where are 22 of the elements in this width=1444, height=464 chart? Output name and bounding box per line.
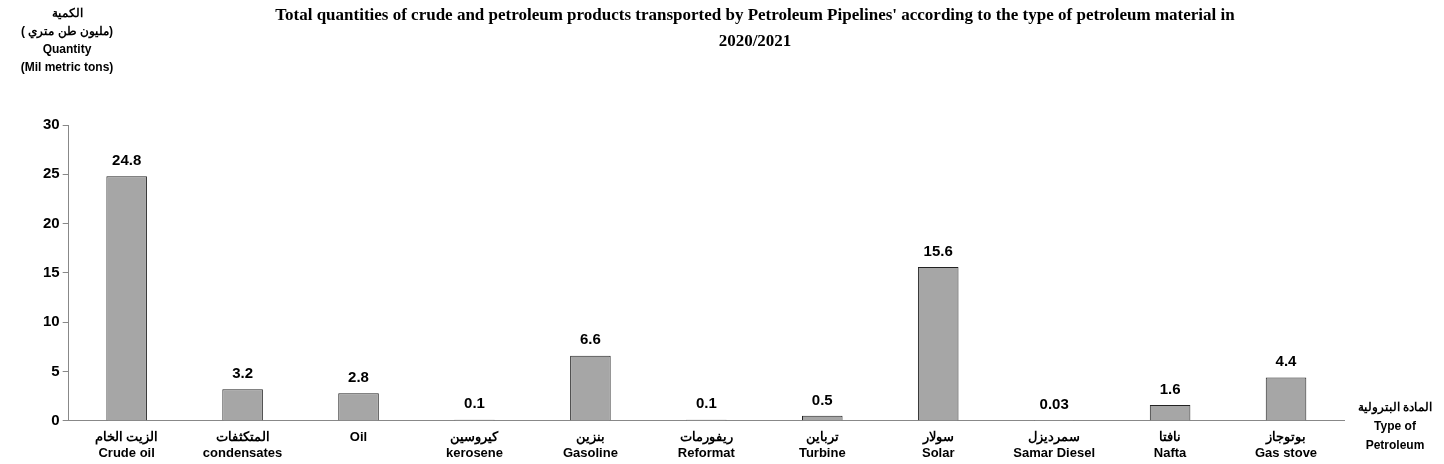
chart-title: Total quantities of crude and petroleum products transported by Petroleum Pipelines' according to the type of petroleum material in 2020/2021: [274, 4, 1236, 52]
data-label: 2.8: [348, 367, 369, 385]
data-label: 24.8: [112, 150, 142, 168]
y-tick-label: 10: [43, 312, 60, 330]
data-label: 0.1: [695, 394, 717, 412]
y-tick-label: 20: [43, 213, 60, 231]
y-tick-label: 25: [43, 164, 60, 182]
data-label: 0.5: [811, 390, 833, 408]
y-tick-label: 15: [43, 263, 60, 281]
x-tick-label: Oil: [349, 429, 368, 445]
x-axis-title: المادة البترولية Type of Petroleum: [1356, 399, 1434, 454]
data-label: 1.6: [1159, 379, 1181, 397]
data-label: 3.2: [232, 363, 254, 381]
y-tick-label: 5: [51, 361, 60, 379]
data-label: 15.6: [923, 241, 953, 259]
y-tick-label: 30: [43, 115, 60, 133]
data-label: 4.4: [1275, 352, 1298, 370]
data-label: 0.03: [1039, 395, 1069, 413]
y-axis-title: الكمية ( مليون طن متري) Quantity (Mil metric tons): [19, 5, 115, 76]
y-tick-label: 0: [51, 410, 60, 428]
data-label: 6.6: [579, 330, 601, 348]
data-label: 0.1: [464, 394, 485, 412]
